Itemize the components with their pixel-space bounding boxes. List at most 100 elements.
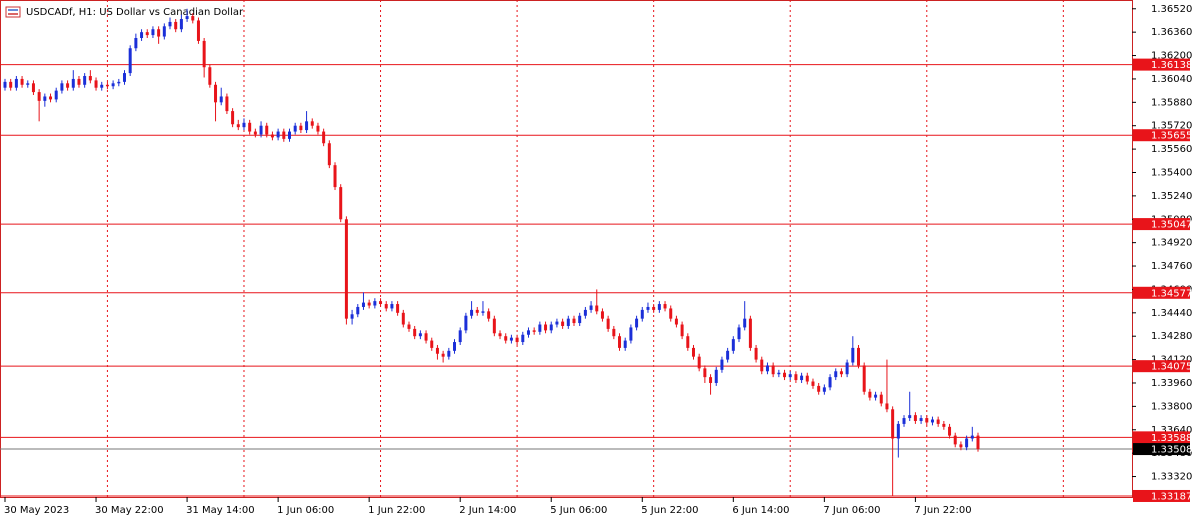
candle-body	[208, 67, 212, 85]
candle-body	[965, 438, 969, 448]
candle	[214, 81, 218, 122]
candle	[930, 416, 934, 426]
candle	[754, 344, 758, 363]
candle-body	[834, 371, 838, 378]
candle-body	[470, 309, 474, 316]
candle	[828, 374, 832, 391]
candle-body	[88, 76, 92, 81]
level-label-box	[1133, 443, 1190, 456]
candle-body	[270, 134, 274, 138]
candle-body	[219, 96, 223, 103]
candle	[891, 406, 895, 496]
candle	[629, 324, 633, 344]
candle	[37, 89, 41, 122]
candle	[925, 415, 929, 426]
candle-body	[652, 306, 656, 310]
candle-body	[310, 121, 314, 126]
candle-body	[140, 32, 144, 39]
candle	[822, 384, 826, 395]
candle-body	[100, 84, 104, 88]
candle	[612, 325, 616, 340]
y-tick-label: 1.36520	[1151, 4, 1192, 15]
candle-body	[231, 111, 235, 125]
y-tick-label: 1.35560	[1151, 144, 1192, 155]
candle	[145, 29, 149, 39]
candle	[561, 318, 565, 329]
candle-body	[418, 333, 422, 337]
candle-body	[31, 83, 35, 93]
candle	[800, 372, 804, 383]
candle-body	[544, 324, 548, 331]
chart-title: USDCADf, H1: US Dollar vs Canadian Dolla…	[26, 7, 244, 18]
candle-body	[811, 381, 815, 386]
candle-body	[629, 327, 633, 341]
candle	[333, 162, 337, 191]
candle-body	[390, 304, 394, 309]
candle-body	[77, 78, 81, 85]
candle-body	[578, 315, 582, 324]
candle	[179, 14, 183, 33]
candle	[316, 122, 320, 135]
candle-body	[356, 306, 360, 315]
candle	[492, 315, 496, 337]
candle-body	[657, 304, 661, 310]
candle-body	[401, 312, 405, 325]
candle-body	[134, 38, 138, 49]
candle-body	[185, 16, 189, 20]
candle	[305, 111, 309, 134]
level-label-box	[1133, 129, 1190, 142]
candle	[413, 325, 417, 340]
candle	[401, 309, 405, 328]
candle-body	[105, 84, 109, 87]
candle-body	[515, 337, 519, 343]
candle	[572, 315, 576, 326]
candle-body	[663, 304, 667, 309]
candle-body	[885, 403, 889, 410]
candle-body	[800, 375, 804, 381]
candle-body	[828, 377, 832, 388]
candle	[231, 108, 235, 128]
candle	[196, 17, 200, 44]
candle	[470, 301, 474, 319]
level-label: 1.34577	[1151, 288, 1192, 299]
candle	[857, 344, 860, 369]
candle	[521, 331, 525, 345]
candle-body	[925, 418, 929, 423]
candle-body	[538, 324, 542, 332]
candle-body	[765, 365, 769, 372]
candle-body	[487, 311, 491, 319]
candle	[453, 339, 457, 354]
candle	[498, 330, 502, 340]
candle	[31, 80, 35, 96]
candle	[219, 87, 223, 106]
candle-body	[526, 330, 530, 335]
candle	[589, 301, 593, 313]
candle	[760, 356, 764, 375]
level-label-box	[1133, 58, 1190, 71]
level-label: 1.35047	[1151, 220, 1192, 231]
candle	[327, 140, 331, 169]
candle	[663, 301, 667, 312]
candle-body	[942, 423, 946, 427]
candle-body	[788, 374, 792, 378]
y-tick-label: 1.36360	[1151, 27, 1192, 38]
candle-body	[754, 347, 758, 360]
candle-body	[618, 336, 622, 348]
candle-body	[669, 308, 673, 319]
candle	[185, 8, 189, 22]
candle-body	[822, 387, 826, 392]
candle	[157, 26, 161, 44]
y-tick-label: 1.34280	[1151, 331, 1192, 342]
candle-body	[714, 369, 718, 383]
candle-body	[447, 350, 451, 357]
candle-body	[600, 311, 604, 319]
candle	[566, 315, 570, 329]
candle-body	[686, 336, 690, 348]
candle-body	[726, 350, 730, 360]
candle	[350, 309, 354, 325]
candle-body	[276, 131, 280, 138]
candle	[578, 312, 582, 326]
x-tick-label: 5 Jun 22:00	[641, 505, 698, 516]
candle-body	[640, 309, 644, 319]
candle	[248, 119, 252, 135]
